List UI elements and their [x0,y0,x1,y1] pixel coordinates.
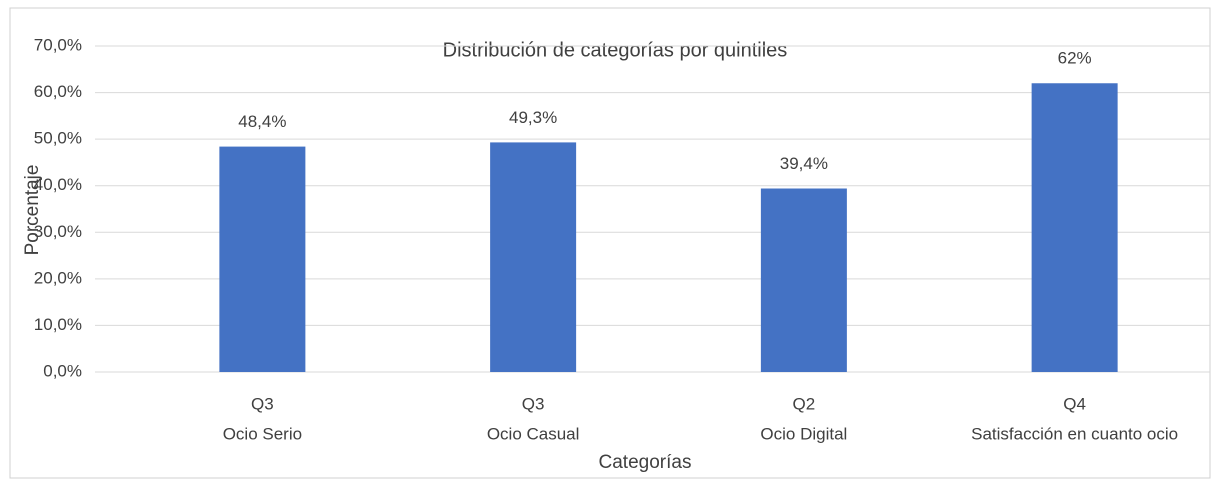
y-tick-label: 0,0% [43,361,82,380]
x-tick-label: Ocio Digital [760,424,847,443]
bar [760,188,847,372]
y-tick-label: 30,0% [34,222,82,241]
x-tick-label: Q3 [251,394,274,413]
y-tick-label: 10,0% [34,315,82,334]
y-tick-label: 40,0% [34,175,82,194]
bar [490,142,577,372]
y-tick-label: 20,0% [34,268,82,287]
data-label: 62% [1058,49,1092,68]
x-axis-label: Categorías [599,452,692,473]
y-tick-label: 70,0% [34,35,82,54]
chart-frame [9,7,1211,479]
x-tick-label: Ocio Casual [487,424,580,443]
bar [1031,83,1118,372]
x-tick-label: Satisfacción en cuanto ocio [971,424,1178,443]
data-label: 39,4% [780,154,828,173]
data-label: 49,3% [509,108,557,127]
x-tick-label: Q2 [793,394,816,413]
y-tick-label: 60,0% [34,82,82,101]
y-axis-label: Porcentaje [22,165,43,256]
bar [219,146,306,372]
x-tick-label: Q3 [522,394,545,413]
chart-title: Distribución de categorías por quintiles [443,39,788,61]
data-label: 48,4% [238,112,286,131]
y-tick-label: 50,0% [34,129,82,148]
x-tick-label: Ocio Serio [223,424,302,443]
x-tick-label: Q4 [1063,394,1086,413]
